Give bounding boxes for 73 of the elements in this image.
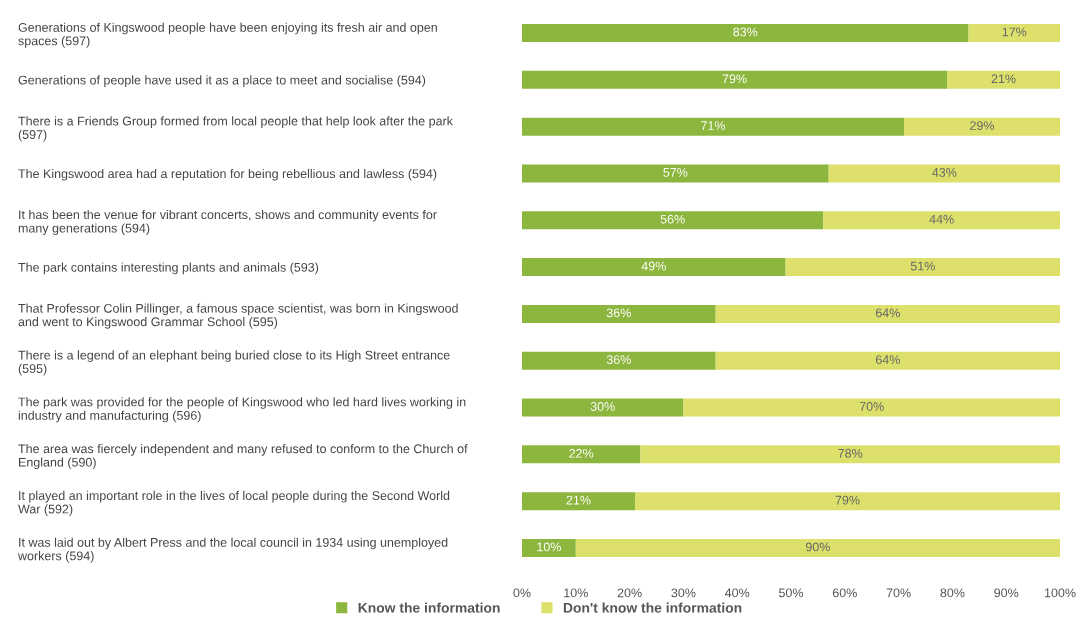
data-label: 83% [733,27,758,37]
data-label: 36% [606,308,631,318]
y-tick-label: There is a Friends Group formed from local people that help look after the park (597) [18,116,453,142]
bar [522,211,824,230]
bar [575,538,1060,557]
bar [968,24,1060,43]
data-label: 21% [991,74,1016,84]
legend-label: Don't know the information [563,602,742,613]
bar [828,164,1060,183]
data-label: 56% [660,214,685,224]
data-label: 64% [875,355,900,365]
bar [522,164,829,183]
legend-label: Know the information [358,602,500,613]
x-tick-label: 40% [724,588,750,598]
bar [634,492,1060,511]
data-label: 22% [569,448,594,458]
bar [522,24,969,43]
x-tick-label: 20% [617,588,642,598]
data-label: 64% [875,308,900,318]
bar [947,70,1060,89]
y-tick-label: It was laid out by Albert Press and the local council in 1934 using unemployed workers (594) [17,537,448,563]
bar [823,211,1060,230]
data-label: 71% [701,121,726,130]
y-tick-label: The park was provided for the people of Kingswood who led hard lives working in industry and manufacturing (596) [18,397,466,423]
x-tick-label: 100% [1044,588,1076,598]
data-label: 79% [722,74,747,84]
bar [522,492,635,511]
data-label: 21% [566,495,591,505]
bar [522,117,904,136]
bar [640,445,1060,464]
data-label: 44% [929,214,954,224]
y-tick-label: The Kingswood area had a reputation for being rebellious and lawless (594) [18,168,437,181]
bar [522,445,641,464]
data-label: 17% [1002,27,1027,37]
x-tick-label: 10% [564,588,588,598]
y-tick-label: The area was fiercely independent and many refused to conform to the Church of England (590) [18,444,468,470]
bar [522,70,948,89]
y-tick-label: It played an important role in the lives of local people during the Second World War (592) [18,490,450,516]
data-label: 78% [838,448,863,458]
bar [715,351,1060,370]
y-tick-label: There is a legend of an elephant being buried close to its High Street entrance (595) [18,350,450,376]
y-tick-label: Generations of Kingswood people have been enjoying its fresh air and open spaces (597) [18,22,437,48]
bar [522,258,786,277]
bar [522,398,684,417]
y-tick-label: That Professor Colin Pillinger, a famous space scientist, was born in Kingswood and went to Kingswood Grammar School (595) [18,303,458,329]
data-label: 79% [835,495,860,505]
data-label: 51% [910,261,935,271]
data-label: 57% [663,168,688,177]
bar [522,538,576,557]
x-tick-label: 60% [832,588,857,598]
y-tick-label: Generations of people have used it as a place to meet and socialise (594) [18,75,426,87]
bar [715,304,1060,323]
x-tick-label: 0% [513,588,531,598]
x-tick-label: 70% [886,588,911,598]
data-label: 36% [606,355,631,365]
x-tick-label: 90% [994,588,1019,598]
bar [903,117,1060,136]
data-label: 90% [805,542,830,552]
data-label: 70% [859,402,884,411]
data-label: 29% [970,121,995,130]
bar [522,351,716,370]
x-tick-label: 80% [940,588,965,598]
data-label: 43% [932,167,957,177]
y-tick-label: The park contains interesting plants and animals (593) [18,262,319,275]
x-tick-label: 30% [671,588,696,598]
bar [785,258,1060,277]
bar [683,398,1060,417]
data-label: 30% [590,402,615,411]
data-label: 10% [537,542,561,552]
bar [522,304,716,323]
data-label: 49% [641,261,666,271]
y-tick-label: It has been the venue for vibrant concerts, shows and community events for many generations (594) [18,209,437,236]
x-tick-label: 50% [778,588,804,598]
